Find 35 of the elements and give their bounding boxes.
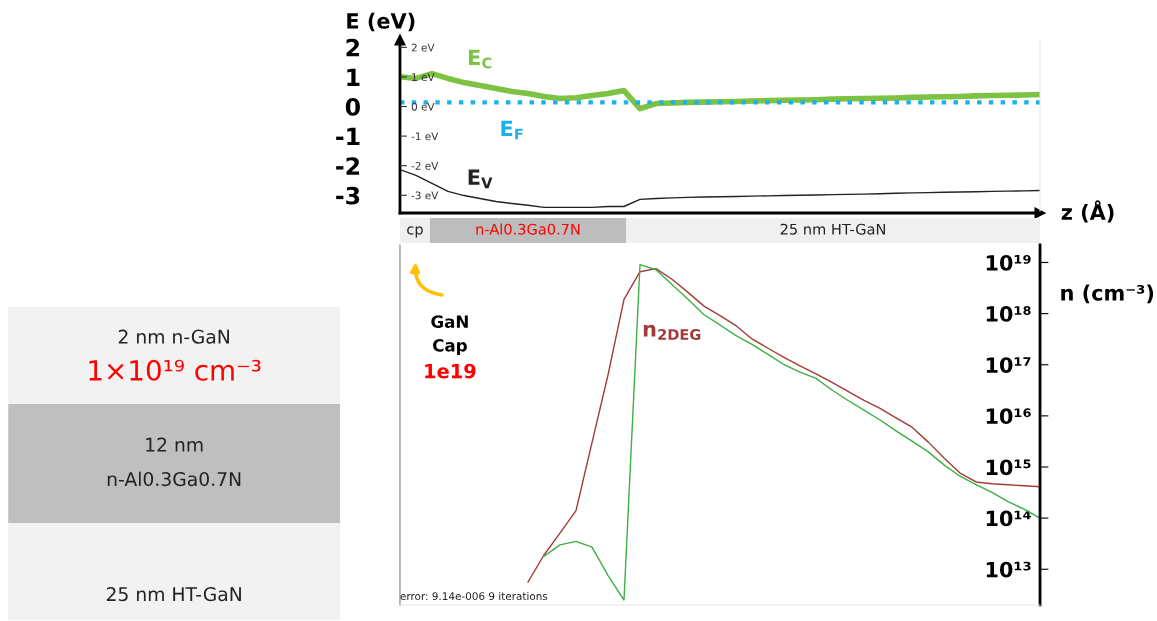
category-label: 25 nm HT-GaN xyxy=(106,587,241,602)
annotation: 1e19 xyxy=(425,363,476,379)
y2-tick-label: -2 eV xyxy=(411,161,439,170)
y-tick-label: -1 xyxy=(336,127,360,146)
y-tick-label: 10¹³ xyxy=(986,561,1031,578)
y2-tick-label: 2 eV xyxy=(411,43,435,52)
series-label: E$_{V}$ xyxy=(468,169,493,189)
y-tick-label: -3 xyxy=(336,186,360,205)
line-series xyxy=(399,168,1041,209)
y-tick-label: 10¹⁵ xyxy=(986,459,1031,476)
y-tick-label: 10¹⁸ xyxy=(986,306,1031,322)
series-label: E$_{C}$ xyxy=(468,49,492,69)
y-axis-title: n (cm⁻³) xyxy=(1061,284,1154,304)
category-label: n-Al0.3Ga0.7N xyxy=(476,223,580,235)
series-label: n$_{2DEG}$ xyxy=(643,324,701,341)
y-tick-label: 1 xyxy=(347,68,360,86)
y-tick-label: -2 xyxy=(336,157,360,175)
x-axis-title: z (Å) xyxy=(1061,200,1114,223)
category-label: 25 nm HT-GaN xyxy=(780,223,885,235)
category-label: cp xyxy=(407,226,423,238)
y-tick-label: 10¹⁶ xyxy=(986,408,1031,425)
y-axis-title: E (eV) xyxy=(347,12,415,32)
y-tick-label: 2 xyxy=(346,38,360,57)
y-tick-label: 10¹⁹ xyxy=(986,254,1031,271)
y-tick-label: 10¹⁷ xyxy=(986,357,1031,373)
annotation: GaN Cap xyxy=(431,315,468,355)
category-label: 2 nm n-GaN 1×10¹⁹ cm⁻³ xyxy=(89,329,261,381)
y2-tick-label: 0 eV xyxy=(411,102,435,111)
y2-tick-label: -1 eV xyxy=(411,132,439,141)
category-label: 12 nm n-Al0.3Ga0.7N xyxy=(107,437,241,487)
y2-tick-label: -3 eV xyxy=(411,191,439,200)
y-tick-label: 0 xyxy=(345,97,360,116)
series-label: E$_{F}$ xyxy=(501,120,523,140)
annotation: error: 9.14e-006 9 iterations xyxy=(400,592,548,601)
y-tick-label: 10¹⁴ xyxy=(986,510,1031,527)
